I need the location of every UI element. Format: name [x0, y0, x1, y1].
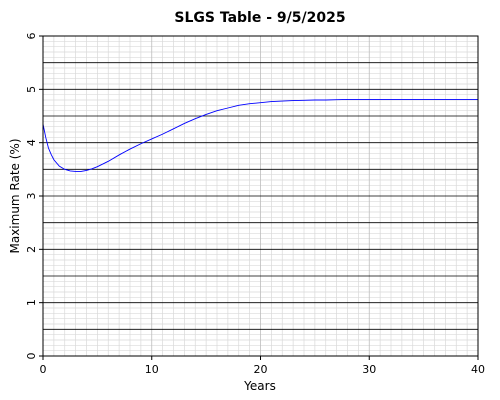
x-tick-label: 30	[362, 363, 376, 376]
y-tick-label: 0	[25, 353, 38, 360]
ticks: 0 10 20 30 40 0 1 2 3 4 5 6	[25, 33, 485, 377]
series-layer	[42, 99, 478, 172]
x-axis-label: Years	[243, 379, 276, 393]
y-tick-label: 4	[25, 139, 38, 146]
x-tick-label: 0	[40, 363, 47, 376]
x-tick-label: 10	[145, 363, 159, 376]
y-tick-label: 2	[25, 246, 38, 253]
y-tick-label: 5	[25, 86, 38, 93]
series-line	[42, 99, 478, 172]
y-axis-label: Maximum Rate (%)	[8, 138, 22, 253]
x-tick-label: 20	[254, 363, 268, 376]
y-tick-label: 3	[25, 193, 38, 200]
chart-title: SLGS Table - 9/5/2025	[174, 10, 345, 26]
y-tick-label: 1	[25, 299, 38, 306]
grid	[42, 36, 478, 356]
y-tick-label: 6	[25, 33, 38, 40]
x-tick-label: 40	[471, 363, 485, 376]
